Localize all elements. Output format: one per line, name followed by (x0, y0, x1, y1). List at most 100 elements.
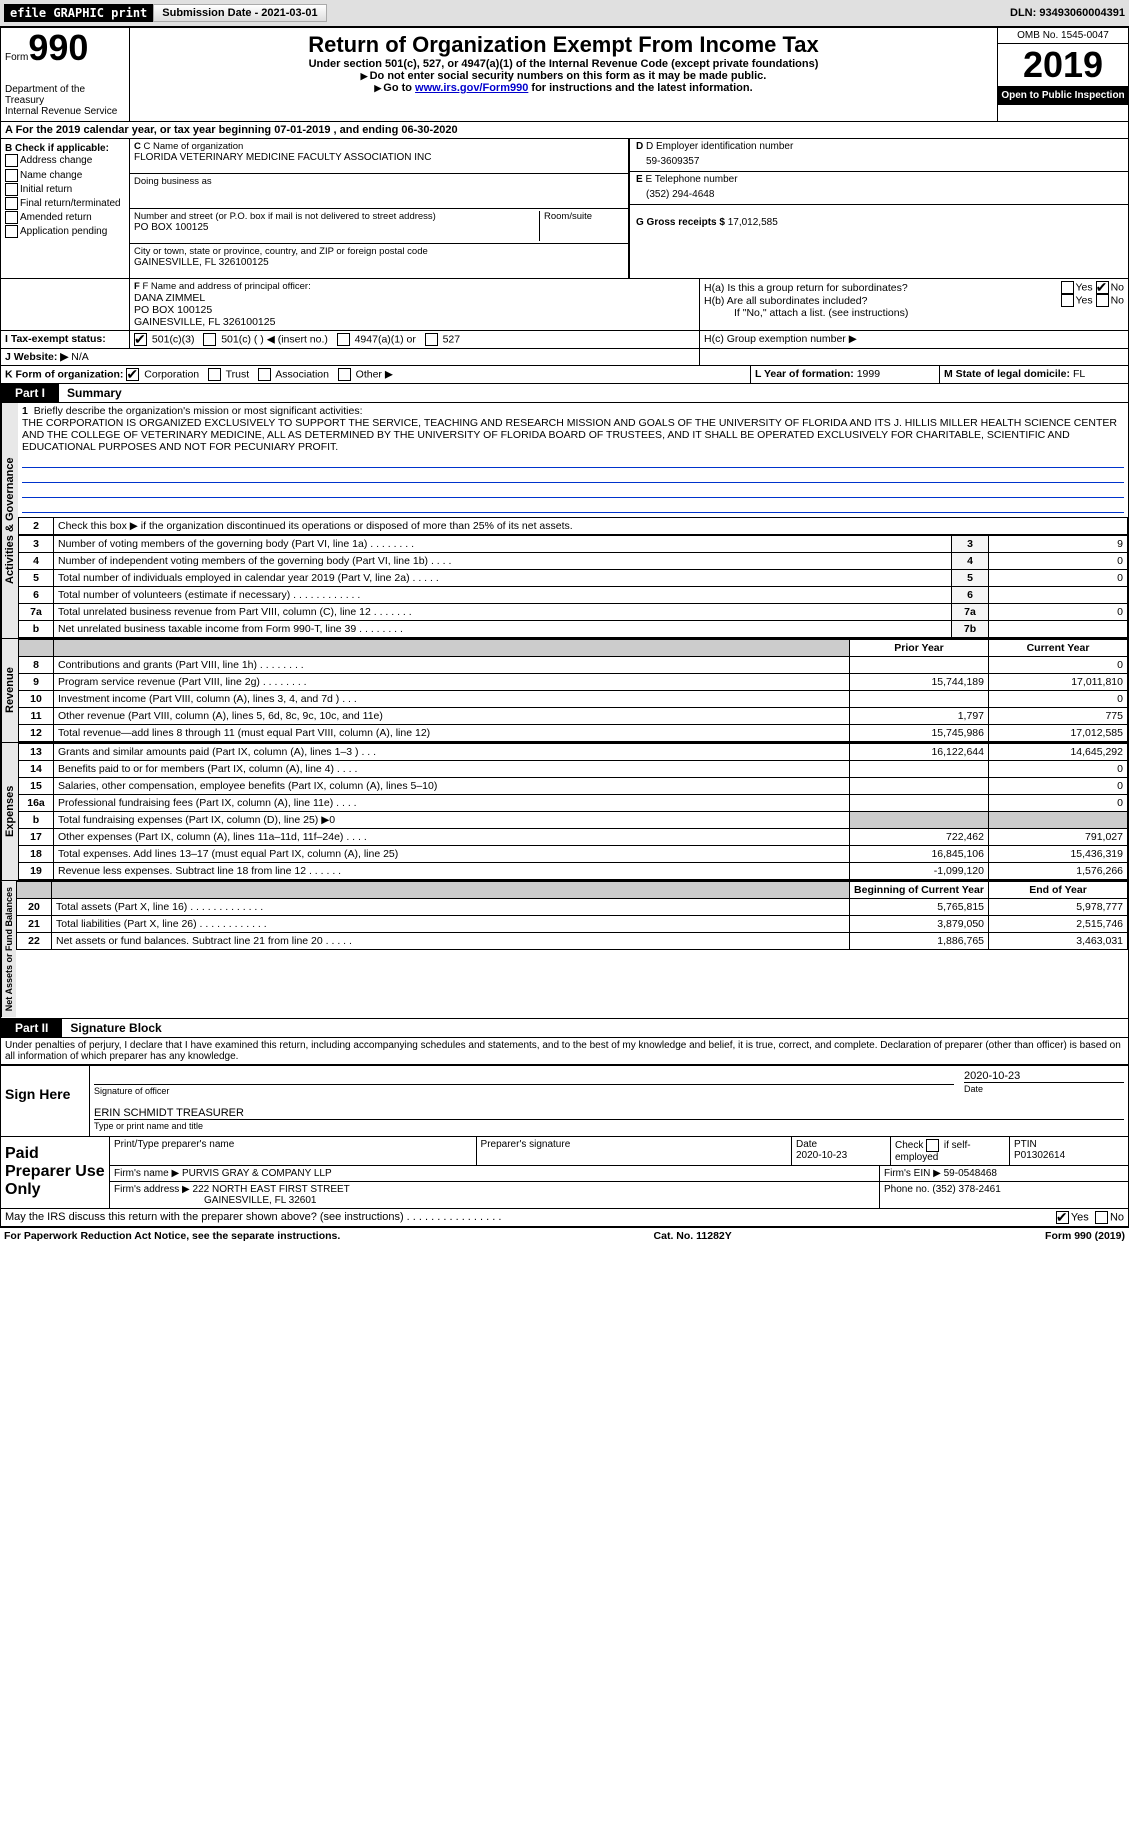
fh-block: F F Name and address of principal office… (1, 278, 1128, 331)
netassets-section: Net Assets or Fund Balances Beginning of… (1, 881, 1128, 1018)
firm-addr: 222 NORTH EAST FIRST STREET (193, 1184, 350, 1195)
cb-4947[interactable] (337, 333, 350, 346)
part1-tab: Part I (1, 384, 59, 402)
submission-date: Submission Date - 2021-03-01 (153, 4, 326, 22)
note-ssn: Do not enter social security numbers on … (370, 70, 767, 82)
top-bar: efile GRAPHIC print Submission Date - 20… (0, 0, 1129, 27)
table-row: 5Total number of individuals employed in… (19, 570, 1128, 587)
sign-here: Sign Here (1, 1066, 90, 1136)
form-subtitle: Under section 501(c), 527, or 4947(a)(1)… (134, 58, 993, 70)
discuss-no[interactable] (1095, 1211, 1108, 1224)
firm-ein: 59-0548468 (944, 1168, 997, 1179)
gross-label: G Gross receipts $ (636, 217, 728, 228)
table-row: 13Grants and similar amounts paid (Part … (19, 744, 1128, 761)
ptin-label: PTIN (1014, 1139, 1037, 1150)
cb-address-change[interactable] (5, 154, 18, 167)
identity-block: B Check if applicable: Address change Na… (1, 139, 1128, 278)
cb-app-pending[interactable] (5, 225, 18, 238)
table-row: 14Benefits paid to or for members (Part … (19, 761, 1128, 778)
governance-section: Activities & Governance 1 Briefly descri… (1, 403, 1128, 639)
ein-label: D Employer identification number (646, 141, 793, 152)
cb-501c[interactable] (203, 333, 216, 346)
officer-addr2: GAINESVILLE, FL 326100125 (134, 316, 695, 328)
cb-corp[interactable] (126, 368, 139, 381)
opt-501c3: 501(c)(3) (152, 334, 195, 346)
street-address: PO BOX 100125 (134, 222, 539, 233)
header-left: Form990 Department of the Treasury Inter… (1, 28, 130, 121)
date-label: Date (964, 1082, 1124, 1095)
note-goto-pre: Go to (383, 82, 415, 94)
i-label: I Tax-exempt status: (5, 333, 106, 345)
form-title: Return of Organization Exempt From Incom… (134, 32, 993, 58)
j-label: J Website: ▶ (5, 351, 68, 363)
cb-final[interactable] (5, 197, 18, 210)
name-title-label: Type or print name and title (94, 1119, 1124, 1132)
form-header: Form990 Department of the Treasury Inter… (1, 28, 1128, 122)
box-b-header: B Check if applicable: (5, 143, 109, 154)
tax-year: 2019 (998, 43, 1128, 86)
ptin-value: P01302614 (1014, 1150, 1065, 1161)
irs-link[interactable]: www.irs.gov/Form990 (415, 82, 528, 94)
table-row: 15Salaries, other compensation, employee… (19, 778, 1128, 795)
opt-trust: Trust (226, 369, 250, 381)
ha-no[interactable] (1096, 281, 1109, 294)
discuss-row: May the IRS discuss this return with the… (1, 1208, 1128, 1227)
m-label: M State of legal domicile: (944, 368, 1073, 380)
table-row: 21Total liabilities (Part X, line 26) . … (17, 916, 1128, 933)
expenses-section: Expenses 13Grants and similar amounts pa… (1, 743, 1128, 881)
opt-4947: 4947(a)(1) or (355, 334, 416, 346)
table-row: 6Total number of volunteers (estimate if… (19, 587, 1128, 604)
form-990: Form990 Department of the Treasury Inter… (0, 27, 1129, 1228)
firm-addr-label: Firm's address ▶ (114, 1184, 190, 1195)
table-row: 4Number of independent voting members of… (19, 553, 1128, 570)
cb-trust[interactable] (208, 368, 221, 381)
end-year-header: End of Year (1029, 884, 1087, 896)
cb-self-employed[interactable] (926, 1139, 939, 1152)
cb-name-change[interactable] (5, 169, 18, 182)
officer-addr1: PO BOX 100125 (134, 304, 695, 316)
cb-other[interactable] (338, 368, 351, 381)
prior-year-header: Prior Year (894, 642, 943, 654)
cb-527[interactable] (425, 333, 438, 346)
hb-no[interactable] (1096, 294, 1109, 307)
f-label: F Name and address of principal officer: (142, 281, 310, 292)
cb-amended[interactable] (5, 211, 18, 224)
dba-label: Doing business as (134, 176, 624, 187)
paid-preparer-label: Paid Preparer Use Only (1, 1137, 110, 1208)
part2-tab: Part II (1, 1019, 62, 1037)
table-row: 3Number of voting members of the governi… (19, 536, 1128, 553)
hb-note: If "No," attach a list. (see instruction… (704, 307, 1124, 319)
sign-date: 2020-10-23 (964, 1070, 1124, 1082)
opt-501c: 501(c) ( ) ◀ (insert no.) (221, 334, 328, 346)
cb-501c3[interactable] (134, 333, 147, 346)
efile-button[interactable]: efile GRAPHIC print (4, 4, 153, 22)
lb-final: Final return/terminated (20, 198, 121, 209)
phone-value: (352) 294-4648 (636, 185, 1122, 200)
opt-assoc: Association (275, 369, 329, 381)
hb-yes[interactable] (1061, 294, 1074, 307)
perjury-text: Under penalties of perjury, I declare th… (1, 1038, 1128, 1065)
officer-printed-name: ERIN SCHMIDT TREASURER (94, 1107, 1124, 1119)
dln: DLN: 93493060004391 (1010, 7, 1125, 19)
header-right: OMB No. 1545-0047 2019 Open to Public In… (997, 28, 1128, 121)
c-label: C Name of organization (144, 141, 244, 152)
org-name: FLORIDA VETERINARY MEDICINE FACULTY ASSO… (134, 152, 624, 163)
omb: OMB No. 1545-0047 (998, 28, 1128, 43)
firm-name-label: Firm's name ▶ (114, 1168, 179, 1179)
revenue-section: Revenue Prior YearCurrent Year 8Contribu… (1, 639, 1128, 743)
table-row: 9Program service revenue (Part VIII, lin… (19, 674, 1128, 691)
prep-sig-label: Preparer's signature (477, 1137, 792, 1165)
lb-app-pending: Application pending (20, 226, 107, 237)
discuss-yes[interactable] (1056, 1211, 1069, 1224)
state-domicile: FL (1073, 368, 1085, 380)
l-label: L Year of formation: (755, 368, 857, 380)
cat-no: Cat. No. 11282Y (654, 1230, 732, 1242)
ha-yes[interactable] (1061, 281, 1074, 294)
table-row: 10Investment income (Part VIII, column (… (19, 691, 1128, 708)
cb-initial[interactable] (5, 183, 18, 196)
cb-assoc[interactable] (258, 368, 271, 381)
addr-label: Number and street (or P.O. box if mail i… (134, 211, 539, 222)
open-public: Open to Public Inspection (998, 86, 1128, 105)
table-row: bNet unrelated business taxable income f… (19, 621, 1128, 638)
lb-name-change: Name change (20, 170, 82, 181)
